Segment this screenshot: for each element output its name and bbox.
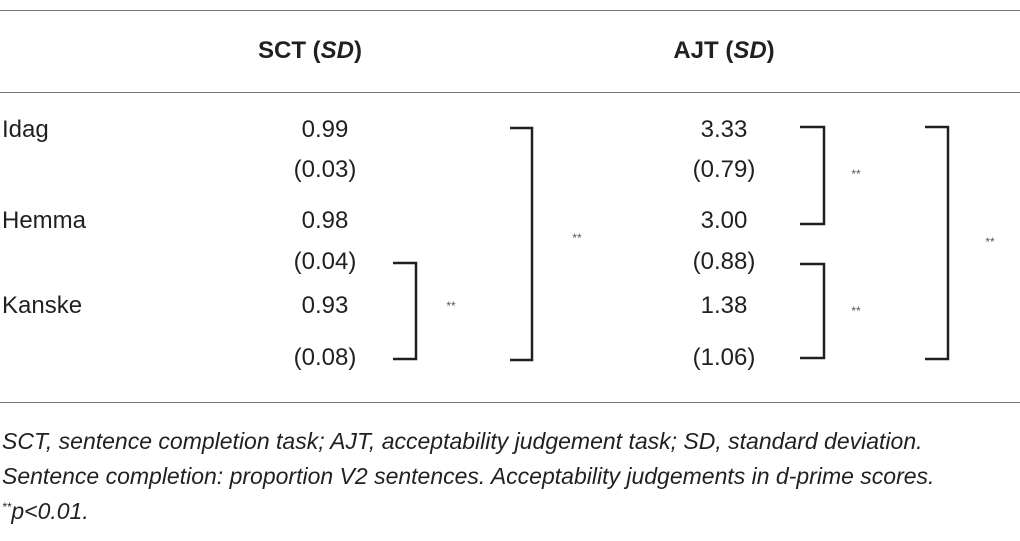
bracket [800,125,826,226]
significance-label: ** [446,299,456,313]
significance-label: ** [851,304,861,318]
note-text: SCT, sentence completion task; AJT, acce… [2,428,935,489]
header-italic: SD [733,37,767,64]
cell: 0.98 [301,207,349,234]
column-header: AJT (SD) [673,37,774,65]
bracket [510,126,534,362]
row-label: Hemma [2,207,87,234]
table-footnote: SCT, sentence completion task; AJT, acce… [2,424,1012,529]
top-rule [0,10,1020,11]
cell: 3.33 [700,116,748,143]
header-text: ) [766,37,775,64]
significance-label: ** [985,235,995,249]
cell: (0.03) [293,156,357,183]
cell: 3.00 [700,207,748,234]
header-italic: SD [320,37,355,64]
header-text: AJT ( [673,37,734,64]
header-rule [0,92,1020,93]
bracket [925,125,950,361]
note-text: p<0.01. [11,498,89,524]
row-label: Kanske [2,292,83,319]
cell: (1.06) [692,344,756,371]
bracket [800,262,826,360]
note-superscript: ** [2,500,12,514]
row-label: Idag [2,116,49,143]
bracket [393,261,418,361]
bottom-rule [0,402,1020,403]
cell: (0.79) [692,156,756,183]
significance-label: ** [851,167,861,181]
header-text: SCT ( [257,37,321,64]
cell: (0.08) [293,344,357,371]
cell: 0.99 [301,116,349,143]
cell: (0.04) [293,248,357,275]
header-text: ) [354,37,363,64]
cell: 1.38 [700,292,748,319]
column-header: SCT (SD) [258,37,362,65]
cell: (0.88) [692,248,756,275]
cell: 0.93 [301,292,349,319]
significance-label: ** [572,231,582,245]
